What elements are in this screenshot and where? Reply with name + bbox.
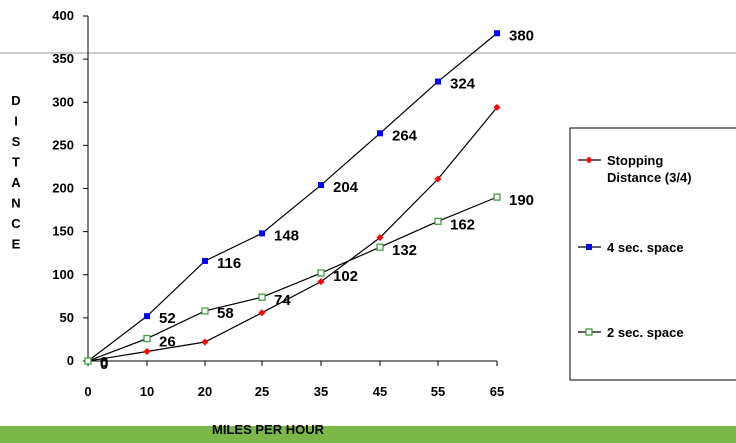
axes [87,16,497,362]
y-axis-title-letter: E [12,237,21,252]
data-label: 52 [159,310,176,327]
data-point-open-square [585,328,593,336]
data-label: 190 [509,192,534,209]
x-tick-label: 35 [314,384,328,399]
legend-label: 4 sec. space [607,240,684,255]
y-tick-label: 300 [52,94,74,109]
series-line [87,196,498,362]
x-tick-label: 45 [373,384,387,399]
data-point-diamond [201,338,209,346]
x-tick-label: 20 [198,384,212,399]
data-label: 132 [392,242,417,259]
data-label: 26 [159,334,176,351]
data-point-square [494,30,500,37]
y-axis-title-letter: C [11,216,21,231]
x-tick-label: 10 [140,384,154,399]
legend-label-line: Stopping [607,153,663,168]
data-point-diamond [143,348,151,356]
data-label: 74 [274,292,291,309]
data-point-open-square [434,217,442,225]
data-point-diamond [493,103,501,111]
data-point-open-square [201,307,209,315]
data-label: 102 [333,268,358,285]
legend-box [569,127,736,381]
data-label: 148 [274,227,299,244]
y-tick-label: 150 [52,224,74,239]
legend-label: 2 sec. space [607,325,684,340]
data-point-diamond [317,278,325,286]
slide-footer-bar [0,426,736,443]
y-axis-title-letter: S [12,134,21,149]
y-axis-ticks: 0 50 100 150 200 250 300 350 400 [52,8,88,368]
data-point-open-square [143,334,151,343]
data-point-square [202,257,208,264]
x-tick-label: 65 [490,384,504,399]
data-label: 162 [450,216,475,233]
series-4-sec-space [85,30,500,364]
data-point-square [318,182,324,189]
y-tick-label: 400 [52,8,74,23]
legend-item: 4 sec. space [578,240,684,255]
data-point-square [377,130,383,137]
y-axis-title-letter: I [14,114,18,129]
legend-label: Stopping Distance (3/4) [607,153,692,185]
x-axis-title: MILES PER HOUR [212,422,325,437]
y-tick-label: 350 [52,51,74,66]
y-tick-label: 250 [52,137,74,152]
data-label: 264 [392,127,418,144]
data-label: 324 [450,76,476,93]
data-point-open-square [376,243,384,251]
data-point-open-square [317,269,325,277]
y-tick-label: 0 [67,353,74,368]
data-point-diamond [376,234,384,242]
data-label: 116 [217,255,241,272]
data-point-square [259,230,265,237]
x-tick-label: 0 [84,384,91,399]
data-point-square [586,244,592,250]
data-label: 380 [509,27,534,44]
data-label: 58 [217,305,234,322]
x-axis-ticks: 0 10 20 25 35 45 55 65 [84,361,504,399]
legend-label-line: Distance (3/4) [607,170,692,185]
y-axis-title-letter: A [11,175,21,190]
series-2-sec-space [84,193,501,365]
legend-item: Stopping Distance (3/4) [578,153,692,185]
data-label: 204 [333,179,359,196]
x-tick-label: 55 [431,384,445,399]
data-point-square [435,78,441,85]
series-line [87,107,498,362]
series-line [87,32,498,362]
y-axis-title-letter: N [11,196,20,211]
series-layer [84,30,501,365]
y-axis-title-letter: T [12,155,20,170]
data-point-diamond [434,175,442,183]
data-point-diamond [258,309,266,317]
data-point-diamond [585,156,593,164]
legend-item: 2 sec. space [578,325,684,340]
legend: Stopping Distance (3/4) 4 sec. space 2 sec.… [569,127,736,381]
data-point-open-square [84,357,92,365]
y-tick-label: 50 [60,310,74,325]
data-point-square [144,313,150,320]
y-tick-label: 100 [52,267,74,282]
x-tick-label: 25 [255,384,269,399]
data-label: 0 [100,356,108,373]
data-point-open-square [258,293,266,301]
y-tick-label: 200 [52,181,74,196]
data-point-open-square [493,193,501,201]
y-axis-title-letter: D [11,93,20,108]
data-label: 0 [100,354,108,371]
